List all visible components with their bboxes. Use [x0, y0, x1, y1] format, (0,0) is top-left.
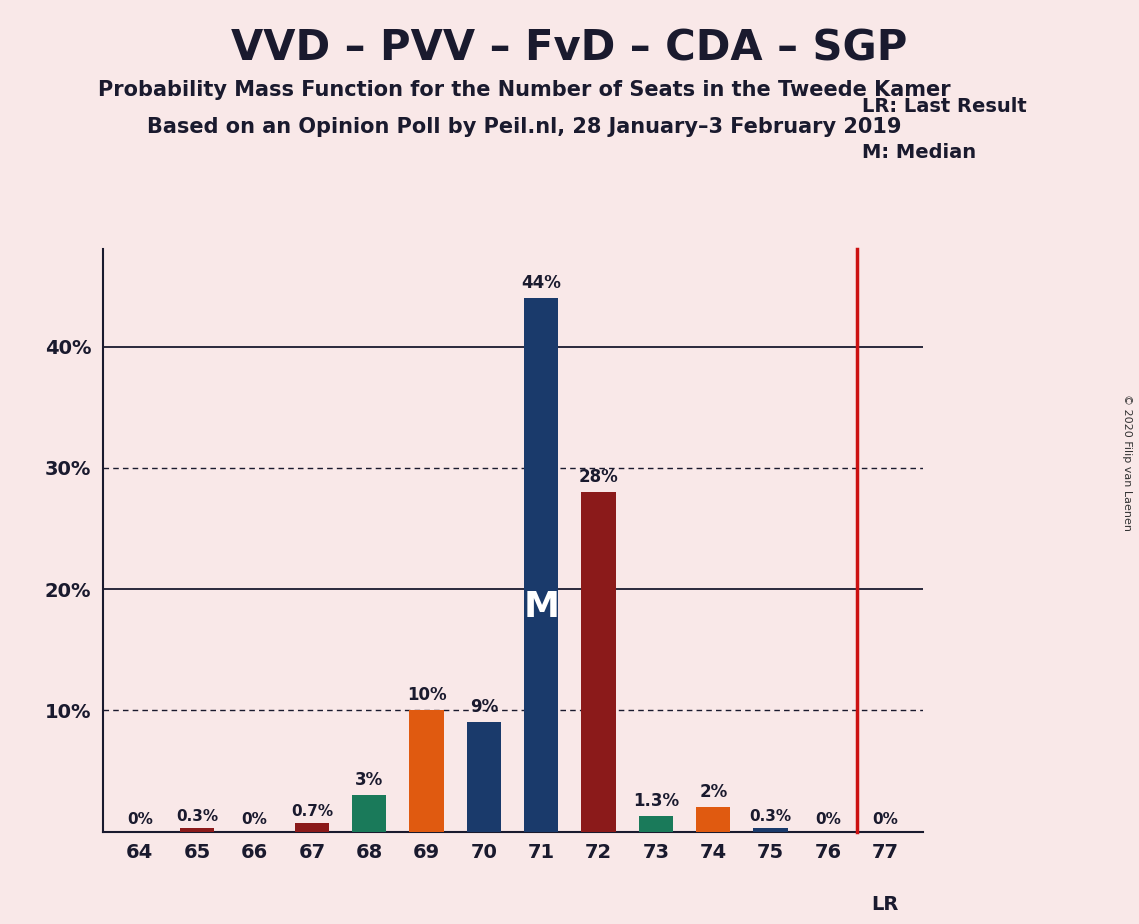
Bar: [352, 796, 386, 832]
Bar: [295, 823, 329, 832]
Text: 10%: 10%: [407, 687, 446, 704]
Text: Based on an Opinion Poll by Peil.nl, 28 January–3 February 2019: Based on an Opinion Poll by Peil.nl, 28 …: [147, 117, 901, 138]
Text: 44%: 44%: [522, 274, 562, 292]
Bar: [753, 828, 788, 832]
Text: 0%: 0%: [816, 812, 841, 827]
Text: 0.3%: 0.3%: [749, 809, 792, 824]
Bar: [581, 492, 616, 832]
Bar: [180, 828, 214, 832]
Text: 0%: 0%: [872, 812, 899, 827]
Bar: [524, 298, 558, 832]
Text: LR: Last Result: LR: Last Result: [862, 97, 1027, 116]
Text: © 2020 Filip van Laenen: © 2020 Filip van Laenen: [1122, 394, 1132, 530]
Text: 9%: 9%: [469, 699, 498, 716]
Bar: [409, 711, 444, 832]
Text: 0%: 0%: [241, 812, 268, 827]
Text: M: Median: M: Median: [862, 143, 976, 163]
Text: 0.7%: 0.7%: [290, 805, 333, 820]
Bar: [639, 816, 673, 832]
Text: 28%: 28%: [579, 468, 618, 486]
Text: M: M: [523, 590, 559, 625]
Bar: [696, 808, 730, 832]
Text: 2%: 2%: [699, 784, 728, 801]
Text: Probability Mass Function for the Number of Seats in the Tweede Kamer: Probability Mass Function for the Number…: [98, 80, 950, 101]
Text: 0.3%: 0.3%: [177, 809, 219, 824]
Text: VVD – PVV – FvD – CDA – SGP: VVD – PVV – FvD – CDA – SGP: [231, 28, 908, 69]
Bar: [467, 723, 501, 832]
Text: LR: LR: [871, 894, 899, 914]
Text: 1.3%: 1.3%: [633, 792, 679, 809]
Text: 0%: 0%: [126, 812, 153, 827]
Text: 3%: 3%: [355, 772, 384, 789]
